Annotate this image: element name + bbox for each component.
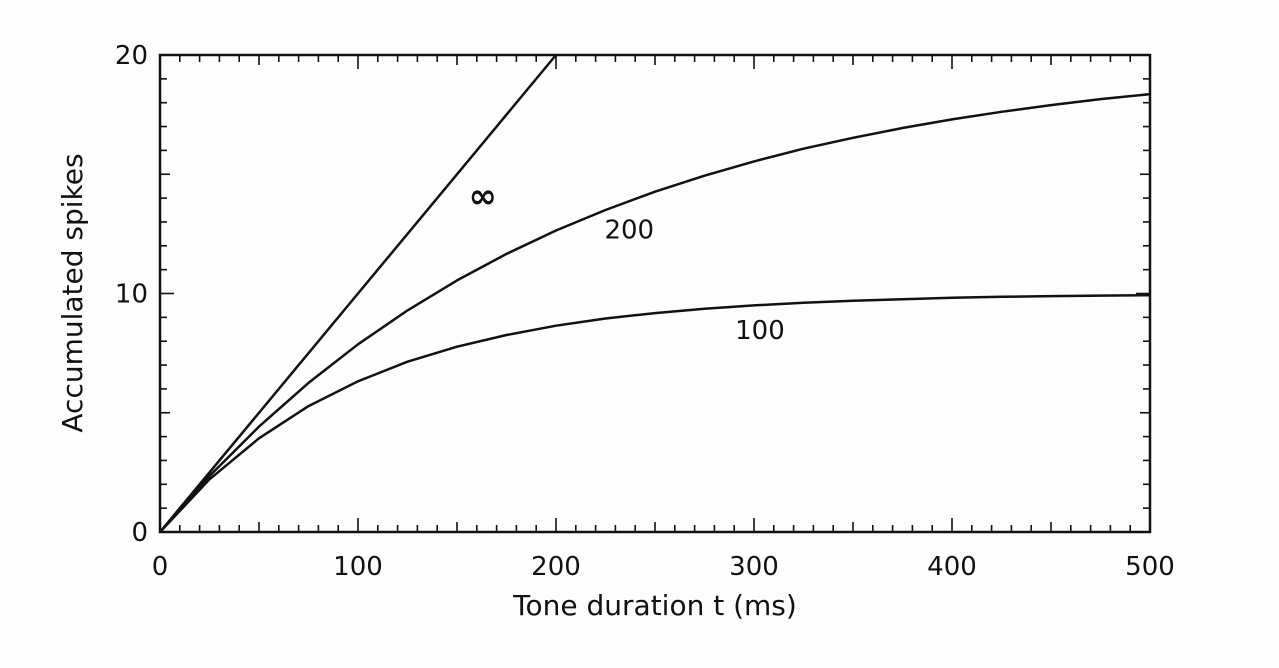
- series-line-∞: [159, 54, 557, 533]
- series-labels: ∞ 200 100: [469, 177, 785, 346]
- x-tick-label: 0: [152, 552, 169, 582]
- series-label: ∞: [469, 177, 497, 217]
- x-tick-label: 100: [333, 552, 383, 582]
- x-tick-label: 300: [729, 552, 779, 582]
- plot-frame: [158, 53, 1152, 534]
- x-tick-label: 400: [927, 552, 977, 582]
- x-tick-label: 200: [531, 552, 581, 582]
- series-lines: [159, 54, 1151, 533]
- ticks: [159, 54, 1151, 533]
- y-tick-label: 0: [131, 518, 148, 548]
- tick-labels: 0 100 200 300 400 500 0 10 20: [115, 41, 1175, 582]
- x-axis-title: Tone duration t (ms): [512, 589, 797, 622]
- series-label: 200: [604, 216, 654, 246]
- series-line-200: [159, 92, 1151, 533]
- y-tick-label: 10: [115, 280, 148, 310]
- series-label: 100: [735, 316, 785, 346]
- y-tick-label: 20: [115, 41, 148, 71]
- x-tick-label: 500: [1125, 552, 1175, 582]
- y-axis-title: Accumulated spikes: [56, 153, 89, 432]
- series-line-100: [159, 293, 1151, 533]
